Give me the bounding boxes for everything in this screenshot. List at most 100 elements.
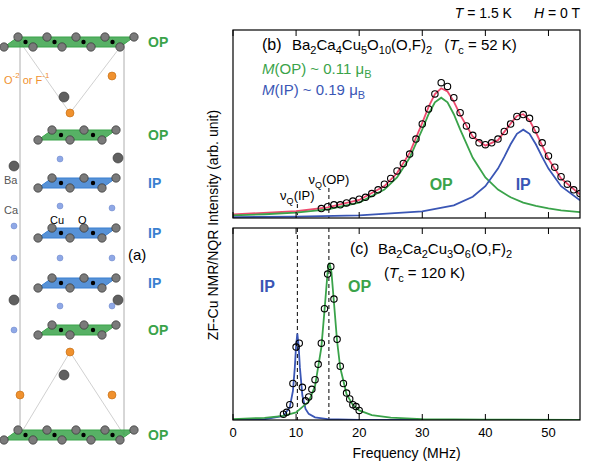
- text-part: IP: [260, 278, 275, 295]
- fit-curve: [233, 334, 580, 420]
- data-point: [438, 79, 444, 85]
- ca-atom: [11, 255, 17, 261]
- data-point: [362, 194, 368, 200]
- annotation: M(IP) ~ 0.19 μB: [262, 81, 365, 101]
- atom-label: Cu: [50, 214, 64, 226]
- bond: [70, 352, 124, 435]
- copper-atom: [59, 133, 63, 137]
- text-part: (O,F): [391, 36, 426, 53]
- text-part: Ba: [4, 174, 18, 186]
- atom-label: O: [78, 214, 87, 226]
- data-point: [340, 380, 346, 386]
- data-point: [299, 384, 305, 390]
- series-label: OP: [430, 176, 453, 193]
- x-tick-label: 30: [415, 425, 429, 440]
- text-part: M: [262, 81, 275, 98]
- text-part: B: [364, 68, 371, 80]
- oxygen-atom: [58, 436, 66, 444]
- cell-edge: [20, 42, 21, 435]
- plot-area: [233, 79, 580, 217]
- text-part: (O,F): [471, 240, 506, 257]
- data-point: [476, 140, 482, 146]
- data-point: [463, 123, 469, 129]
- data-point: [451, 94, 457, 100]
- data-point: [356, 407, 362, 413]
- reference-line: [328, 228, 329, 420]
- text-part: = 0 T: [544, 5, 580, 21]
- data-point: [552, 164, 558, 170]
- text-part: OP: [430, 176, 453, 193]
- oxygen-atom: [130, 33, 138, 41]
- text-part: OP: [348, 278, 371, 295]
- x-tick: [296, 212, 297, 218]
- oxygen-atom: [87, 43, 95, 51]
- reference-line: [328, 188, 329, 218]
- panel-letter: (c): [350, 240, 369, 257]
- x-tick: [233, 212, 234, 218]
- text-part: = 1.5 K: [463, 5, 512, 21]
- ca-atom: [57, 156, 63, 162]
- oxygen-atom: [112, 126, 120, 134]
- x-tick: [296, 228, 297, 234]
- data-point: [315, 361, 321, 367]
- oxygen-atom: [112, 321, 120, 329]
- text-part: OP: [148, 34, 168, 50]
- data-point: [283, 409, 289, 415]
- oxygen-atom: [29, 436, 37, 444]
- text-part: Ba: [378, 240, 397, 257]
- ca-atom: [109, 205, 115, 211]
- text-part: (OP) ~ 0.11: [275, 60, 356, 77]
- data-point: [287, 401, 293, 407]
- data-point: [324, 271, 330, 277]
- data-point: [482, 141, 488, 147]
- ba-atom: [9, 161, 19, 171]
- layer-label: OP: [148, 427, 168, 443]
- fit-curve: [233, 130, 580, 217]
- condition: H = 0 T: [534, 5, 581, 21]
- series-label: OP: [348, 278, 371, 295]
- data-point: [400, 160, 406, 166]
- layer-label: OP: [148, 34, 168, 50]
- text-part: μ: [349, 81, 358, 98]
- copper-atom: [81, 433, 85, 437]
- copper-atom: [59, 231, 63, 235]
- data-point: [507, 121, 513, 127]
- oxygen-atom: [112, 224, 120, 232]
- panel-letter: (b): [262, 36, 282, 53]
- x-tick: [233, 228, 234, 234]
- text-part: Ca: [4, 204, 19, 216]
- oxygen-atom: [112, 274, 120, 282]
- oxygen-atom: [80, 274, 88, 282]
- series-label: IP: [260, 278, 275, 295]
- data-point: [388, 175, 394, 181]
- oxygen-atom: [14, 426, 22, 434]
- data-point: [356, 196, 362, 202]
- oxygen-atom: [130, 426, 138, 434]
- data-point: [381, 181, 387, 187]
- text-part: IP: [148, 175, 161, 191]
- ca-atom: [57, 255, 63, 261]
- data-point: [470, 132, 476, 138]
- x-tick: [422, 212, 423, 218]
- text-part: 0: [229, 425, 236, 440]
- oxygen-atom: [43, 33, 51, 41]
- text-part: (IP): [294, 188, 315, 203]
- x-tick: [485, 414, 486, 420]
- oxygen-atom: [48, 174, 56, 182]
- ca-atom: [57, 303, 63, 309]
- text-part: 30: [415, 425, 429, 440]
- text-part: 10: [379, 44, 391, 56]
- data-point: [350, 198, 356, 204]
- data-point: [306, 394, 312, 400]
- ca-atom: [11, 327, 17, 333]
- x-tick: [422, 228, 423, 234]
- chart-title: Ba2Ca2Cu3O6(O,F)2: [378, 240, 512, 260]
- text-part: Q: [315, 180, 322, 190]
- oxygen-atom: [80, 321, 88, 329]
- data-point: [334, 336, 340, 342]
- data-point: [406, 151, 412, 157]
- oxygen-atom: [66, 184, 74, 192]
- text-part: O: [367, 36, 379, 53]
- data-point: [337, 202, 343, 208]
- apical-atom: [16, 391, 24, 399]
